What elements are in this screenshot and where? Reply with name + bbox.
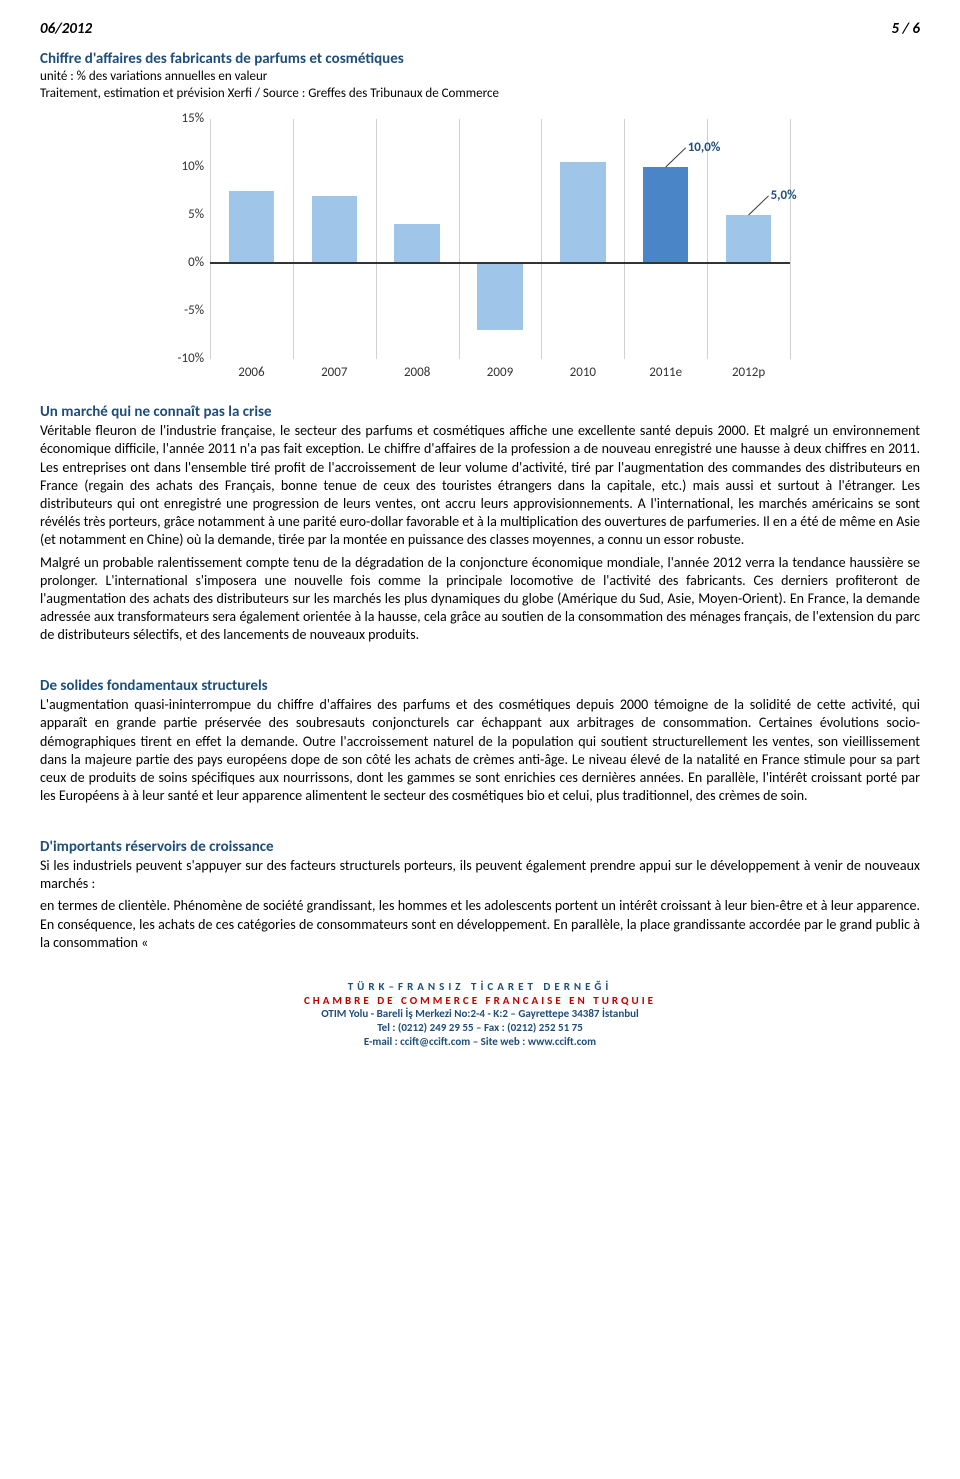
bar (643, 167, 689, 263)
gridline (541, 119, 542, 359)
bar (560, 162, 606, 263)
bar (394, 224, 440, 262)
chart-heading: Chiffre d'affaires des fabricants de par… (40, 50, 920, 103)
bar-chart: -10%-5%0%5%10%15%20062007200820092010201… (160, 109, 800, 389)
section3-body: Si les industriels peuvent s'appuyer sur… (40, 857, 920, 893)
section1-title: Un marché qui ne connaît pas la crise (40, 403, 920, 423)
section2-body: L'augmentation quasi-ininterrompue du ch… (40, 696, 920, 805)
y-tick-label: 15% (164, 111, 204, 128)
bar (312, 196, 358, 263)
page-header: 06/2012 5 / 6 (40, 20, 920, 40)
footer-line5: E-mail : ccift@ccift.com – Site web : ww… (40, 1035, 920, 1049)
callout-label: 5,0% (771, 188, 797, 205)
footer-line1: TÜRK–FRANSIZ TİCARET DERNEĞİ (40, 980, 920, 994)
chart-title: Chiffre d'affaires des fabricants de par… (40, 50, 920, 70)
gridline (790, 119, 791, 359)
x-tick-label: 2010 (541, 365, 624, 382)
callout-label: 10,0% (688, 140, 721, 157)
section2-title: De solides fondamentaux structurels (40, 677, 920, 697)
x-tick-label: 2008 (376, 365, 459, 382)
x-tick-label: 2009 (459, 365, 542, 382)
bar (726, 215, 772, 263)
x-axis (210, 262, 790, 264)
y-tick-label: -10% (164, 351, 204, 368)
gridline (624, 119, 625, 359)
section3-title: D'importants réservoirs de croissance (40, 838, 920, 858)
page-footer: TÜRK–FRANSIZ TİCARET DERNEĞİ CHAMBRE DE … (40, 980, 920, 1049)
footer-line4: Tel : (0212) 249 29 55 – Fax : (0212) 25… (40, 1021, 920, 1035)
gridline (293, 119, 294, 359)
footer-line3: OTIM Yolu - Bareli İş Merkezi No:2-4 - K… (40, 1007, 920, 1021)
x-tick-label: 2012p (707, 365, 790, 382)
x-tick-label: 2011e (624, 365, 707, 382)
y-tick-label: 0% (164, 255, 204, 272)
gridline (459, 119, 460, 359)
header-page: 5 / 6 (892, 20, 921, 40)
bar (229, 191, 275, 263)
y-tick-label: 10% (164, 159, 204, 176)
footer-line2: CHAMBRE DE COMMERCE FRANCAISE EN TURQUIE (40, 994, 920, 1008)
y-tick-label: -5% (164, 303, 204, 320)
y-tick-label: 5% (164, 207, 204, 224)
section1-body2: Malgré un probable ralentissement compte… (40, 554, 920, 645)
section3-body2: en termes de clientèle. Phénomène de soc… (40, 897, 920, 952)
x-tick-label: 2006 (210, 365, 293, 382)
section1-body: Véritable fleuron de l'industrie françai… (40, 422, 920, 549)
chart-subtitle: unité : % des variations annuelles en va… (40, 69, 920, 86)
chart-container: -10%-5%0%5%10%15%20062007200820092010201… (40, 109, 920, 389)
gridline (210, 119, 211, 359)
gridline (376, 119, 377, 359)
header-date: 06/2012 (40, 20, 92, 40)
chart-source: Traitement, estimation et prévision Xerf… (40, 86, 920, 103)
x-tick-label: 2007 (293, 365, 376, 382)
bar (477, 263, 523, 330)
